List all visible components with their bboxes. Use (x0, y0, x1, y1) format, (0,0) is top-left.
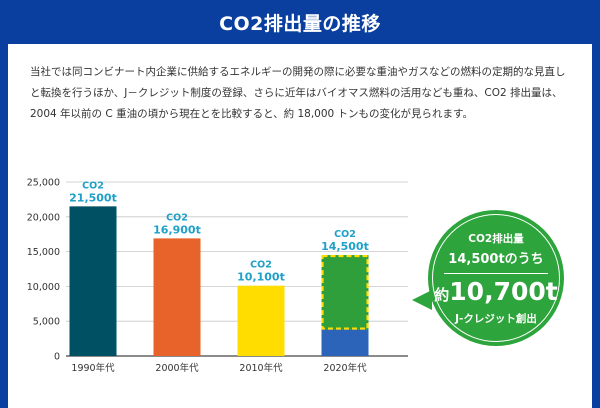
callout-pointer (412, 290, 432, 310)
y-tick-label: 0 (54, 352, 60, 363)
y-tick-label: 25,000 (27, 178, 60, 189)
bar-value-label: 21,500t (69, 191, 117, 204)
y-tick-label: 10,000 (27, 282, 60, 293)
bar-value-label: 16,900t (153, 223, 201, 236)
x-tick-label: 2000年代 (155, 362, 199, 374)
bar-value-label: 14,500t (321, 240, 369, 253)
content-panel: 当社では同コンビナート内企業に供給するエネルギーの開発の際に必要な重油やガスなど… (8, 44, 592, 408)
description-text: 当社では同コンビナート内企業に供給するエネルギーの開発の際に必要な重油やガスなど… (30, 66, 566, 120)
bar-label-co2: CO2 (82, 180, 104, 191)
bar-value-label: 10,100t (237, 271, 285, 284)
y-tick-label: 5,000 (33, 317, 60, 328)
x-tick-label: 2020年代 (323, 362, 367, 374)
bar-label-co2: CO2 (250, 260, 272, 271)
bar-dashed-outline (321, 254, 369, 330)
y-tick-label: 15,000 (27, 247, 60, 258)
bar-remainder-segment (321, 329, 369, 356)
x-tick-label: 2010年代 (239, 362, 283, 374)
x-tick-label: 1990年代 (71, 362, 115, 374)
y-tick-label: 20,000 (27, 212, 60, 223)
bar (69, 206, 117, 356)
callout-ring (432, 214, 560, 342)
page-title: CO2排出量の推移 (219, 12, 381, 35)
bar-j-credit-segment (321, 255, 369, 330)
bar (153, 238, 201, 356)
j-credit-callout: CO2排出量 14,500tのうち 約10,700t J-クレジット創出 (412, 210, 564, 346)
page-header: CO2排出量の推移 (0, 0, 600, 44)
bar-label-co2: CO2 (166, 212, 188, 223)
bar-label-co2: CO2 (334, 229, 356, 240)
bar (237, 285, 285, 356)
